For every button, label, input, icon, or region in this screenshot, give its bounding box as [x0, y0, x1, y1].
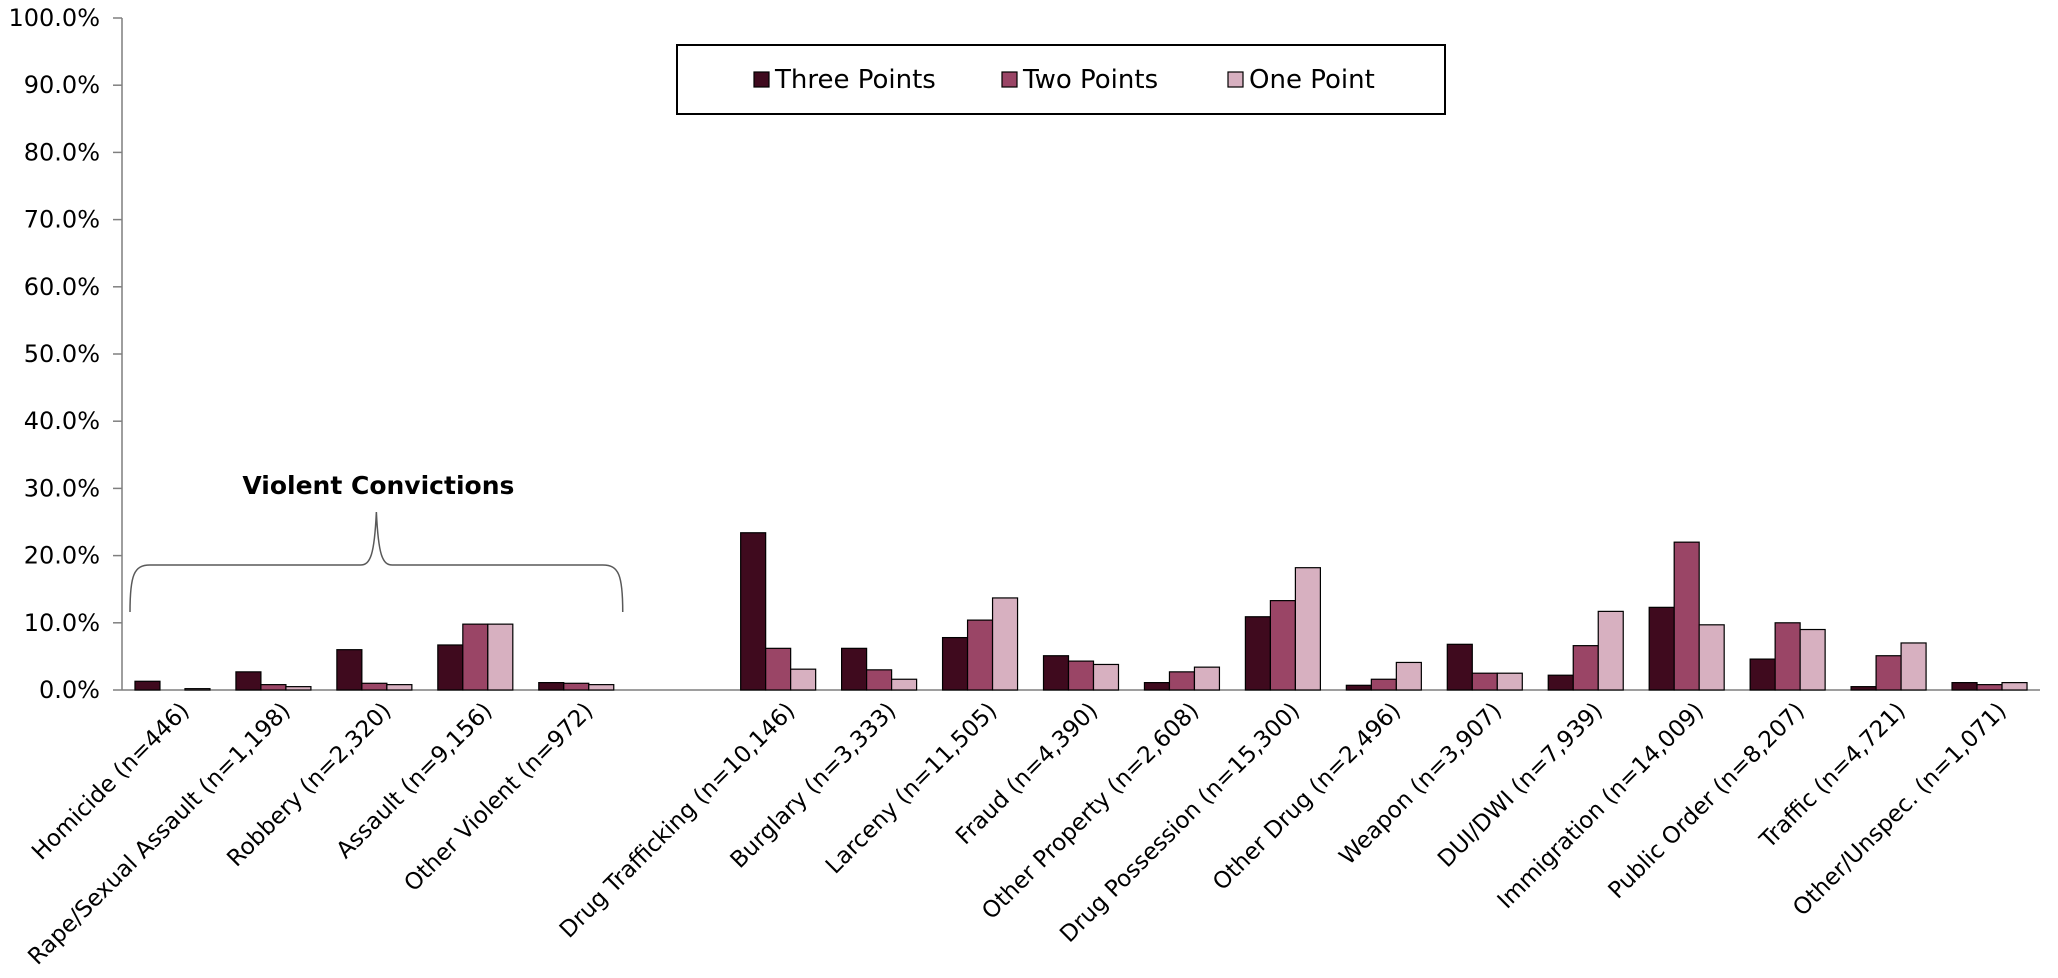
bar	[1092, 663, 1120, 691]
bar	[235, 671, 262, 691]
bar	[1446, 643, 1473, 691]
x-category-label: Other Drug (n=2,496)	[1208, 698, 1406, 896]
bar	[941, 636, 969, 691]
y-tick-label: 0.0%	[39, 676, 100, 704]
bar	[1597, 610, 1624, 691]
legend-swatch	[1227, 71, 1244, 88]
x-category-label: Public Order (n=8,207)	[1604, 698, 1810, 904]
legend-label: One Point	[1249, 65, 1375, 95]
bar	[1143, 682, 1171, 691]
bar	[891, 678, 918, 691]
bar	[184, 688, 211, 691]
bar	[1370, 678, 1397, 691]
y-tick-label: 90.0%	[24, 71, 100, 99]
legend-item: Two Points	[1001, 65, 1158, 95]
bar	[1067, 660, 1095, 691]
x-category-label: Burglary (n=3,333)	[726, 698, 902, 874]
x-category-label: Other Violent (n=972)	[399, 698, 598, 897]
bar	[1698, 624, 1725, 691]
category-labels: Homicide (n=446)Rape/Sexual Assault (n=1…	[23, 698, 2011, 970]
violent-convictions-annotation: Violent Convictions	[129, 471, 624, 613]
y-tick-label: 30.0%	[24, 474, 100, 502]
bar	[866, 669, 893, 691]
bar	[1294, 567, 1321, 691]
x-category-label: Other/Unspec. (n=1,071)	[1788, 698, 2012, 922]
bar	[1648, 606, 1675, 691]
bar	[1496, 672, 1523, 691]
bar	[790, 668, 817, 691]
legend-swatch	[753, 71, 770, 88]
y-tick-label: 50.0%	[24, 340, 100, 368]
bar	[538, 682, 565, 691]
bar	[260, 684, 287, 691]
legend-box	[676, 44, 1446, 115]
bar	[134, 680, 161, 691]
bar	[1269, 600, 1296, 691]
bar	[285, 686, 312, 691]
annotation-brace	[129, 511, 624, 613]
bar	[1395, 661, 1422, 691]
y-tick-label: 40.0%	[24, 407, 100, 435]
series-two-points	[260, 541, 2003, 691]
bar	[1900, 642, 1927, 691]
bar	[1168, 671, 1196, 691]
bar-series-group	[134, 532, 2028, 691]
bar	[336, 649, 363, 691]
y-tick-label: 10.0%	[24, 609, 100, 637]
bar	[841, 647, 868, 691]
y-axis: 0.0% 10.0% 20.0% 30.0% 40.0% 50.0% 60.0% 70.0% 8…	[8, 4, 123, 704]
x-category-label: Larceny (n=11,505)	[821, 698, 1002, 879]
bar	[1850, 686, 1877, 691]
bar	[1042, 655, 1070, 691]
bar	[361, 682, 388, 691]
bar	[1774, 622, 1801, 691]
series-three-points	[134, 532, 1978, 691]
bar	[765, 647, 792, 691]
bar	[991, 597, 1019, 691]
bar	[1244, 616, 1271, 691]
bar	[462, 623, 489, 691]
legend-item: Three Points	[753, 65, 936, 95]
x-category-label: Robbery (n=2,320)	[222, 698, 396, 872]
bar	[1799, 628, 1826, 691]
legend: Three Points Two Points One Point	[676, 44, 1446, 115]
y-tick-label: 80.0%	[24, 138, 100, 166]
bar	[588, 684, 615, 691]
legend-swatch	[1001, 71, 1018, 88]
bar	[1976, 684, 2003, 691]
bar	[563, 682, 590, 691]
bar	[1875, 655, 1902, 691]
bar	[966, 619, 994, 691]
legend-label: Three Points	[774, 65, 936, 95]
x-category-label: DUI/DWI (n=7,939)	[1433, 698, 1608, 873]
bar	[1471, 672, 1498, 691]
y-tick-label: 20.0%	[24, 542, 100, 570]
bar	[1547, 674, 1574, 691]
bar	[740, 532, 767, 691]
bar	[386, 684, 413, 691]
bar	[1345, 684, 1372, 691]
x-category-label: Other Property (n=2,608)	[977, 698, 1204, 925]
y-tick-label: 70.0%	[24, 206, 100, 234]
bar	[1951, 682, 1978, 691]
x-category-label: Immigration (n=14,009)	[1493, 698, 1709, 914]
bar	[437, 644, 464, 691]
bar	[1193, 666, 1221, 691]
bar	[1572, 645, 1599, 691]
y-tick-label: 100.0%	[8, 4, 100, 32]
series-one-point	[184, 567, 2028, 691]
y-tick-label: 60.0%	[24, 273, 100, 301]
bar	[1749, 658, 1776, 691]
legend-label: Two Points	[1022, 65, 1158, 95]
bar	[2001, 682, 2028, 691]
bar	[1673, 541, 1700, 691]
bar	[487, 623, 514, 691]
legend-item: One Point	[1227, 65, 1375, 95]
annotation-label: Violent Convictions	[242, 471, 514, 500]
